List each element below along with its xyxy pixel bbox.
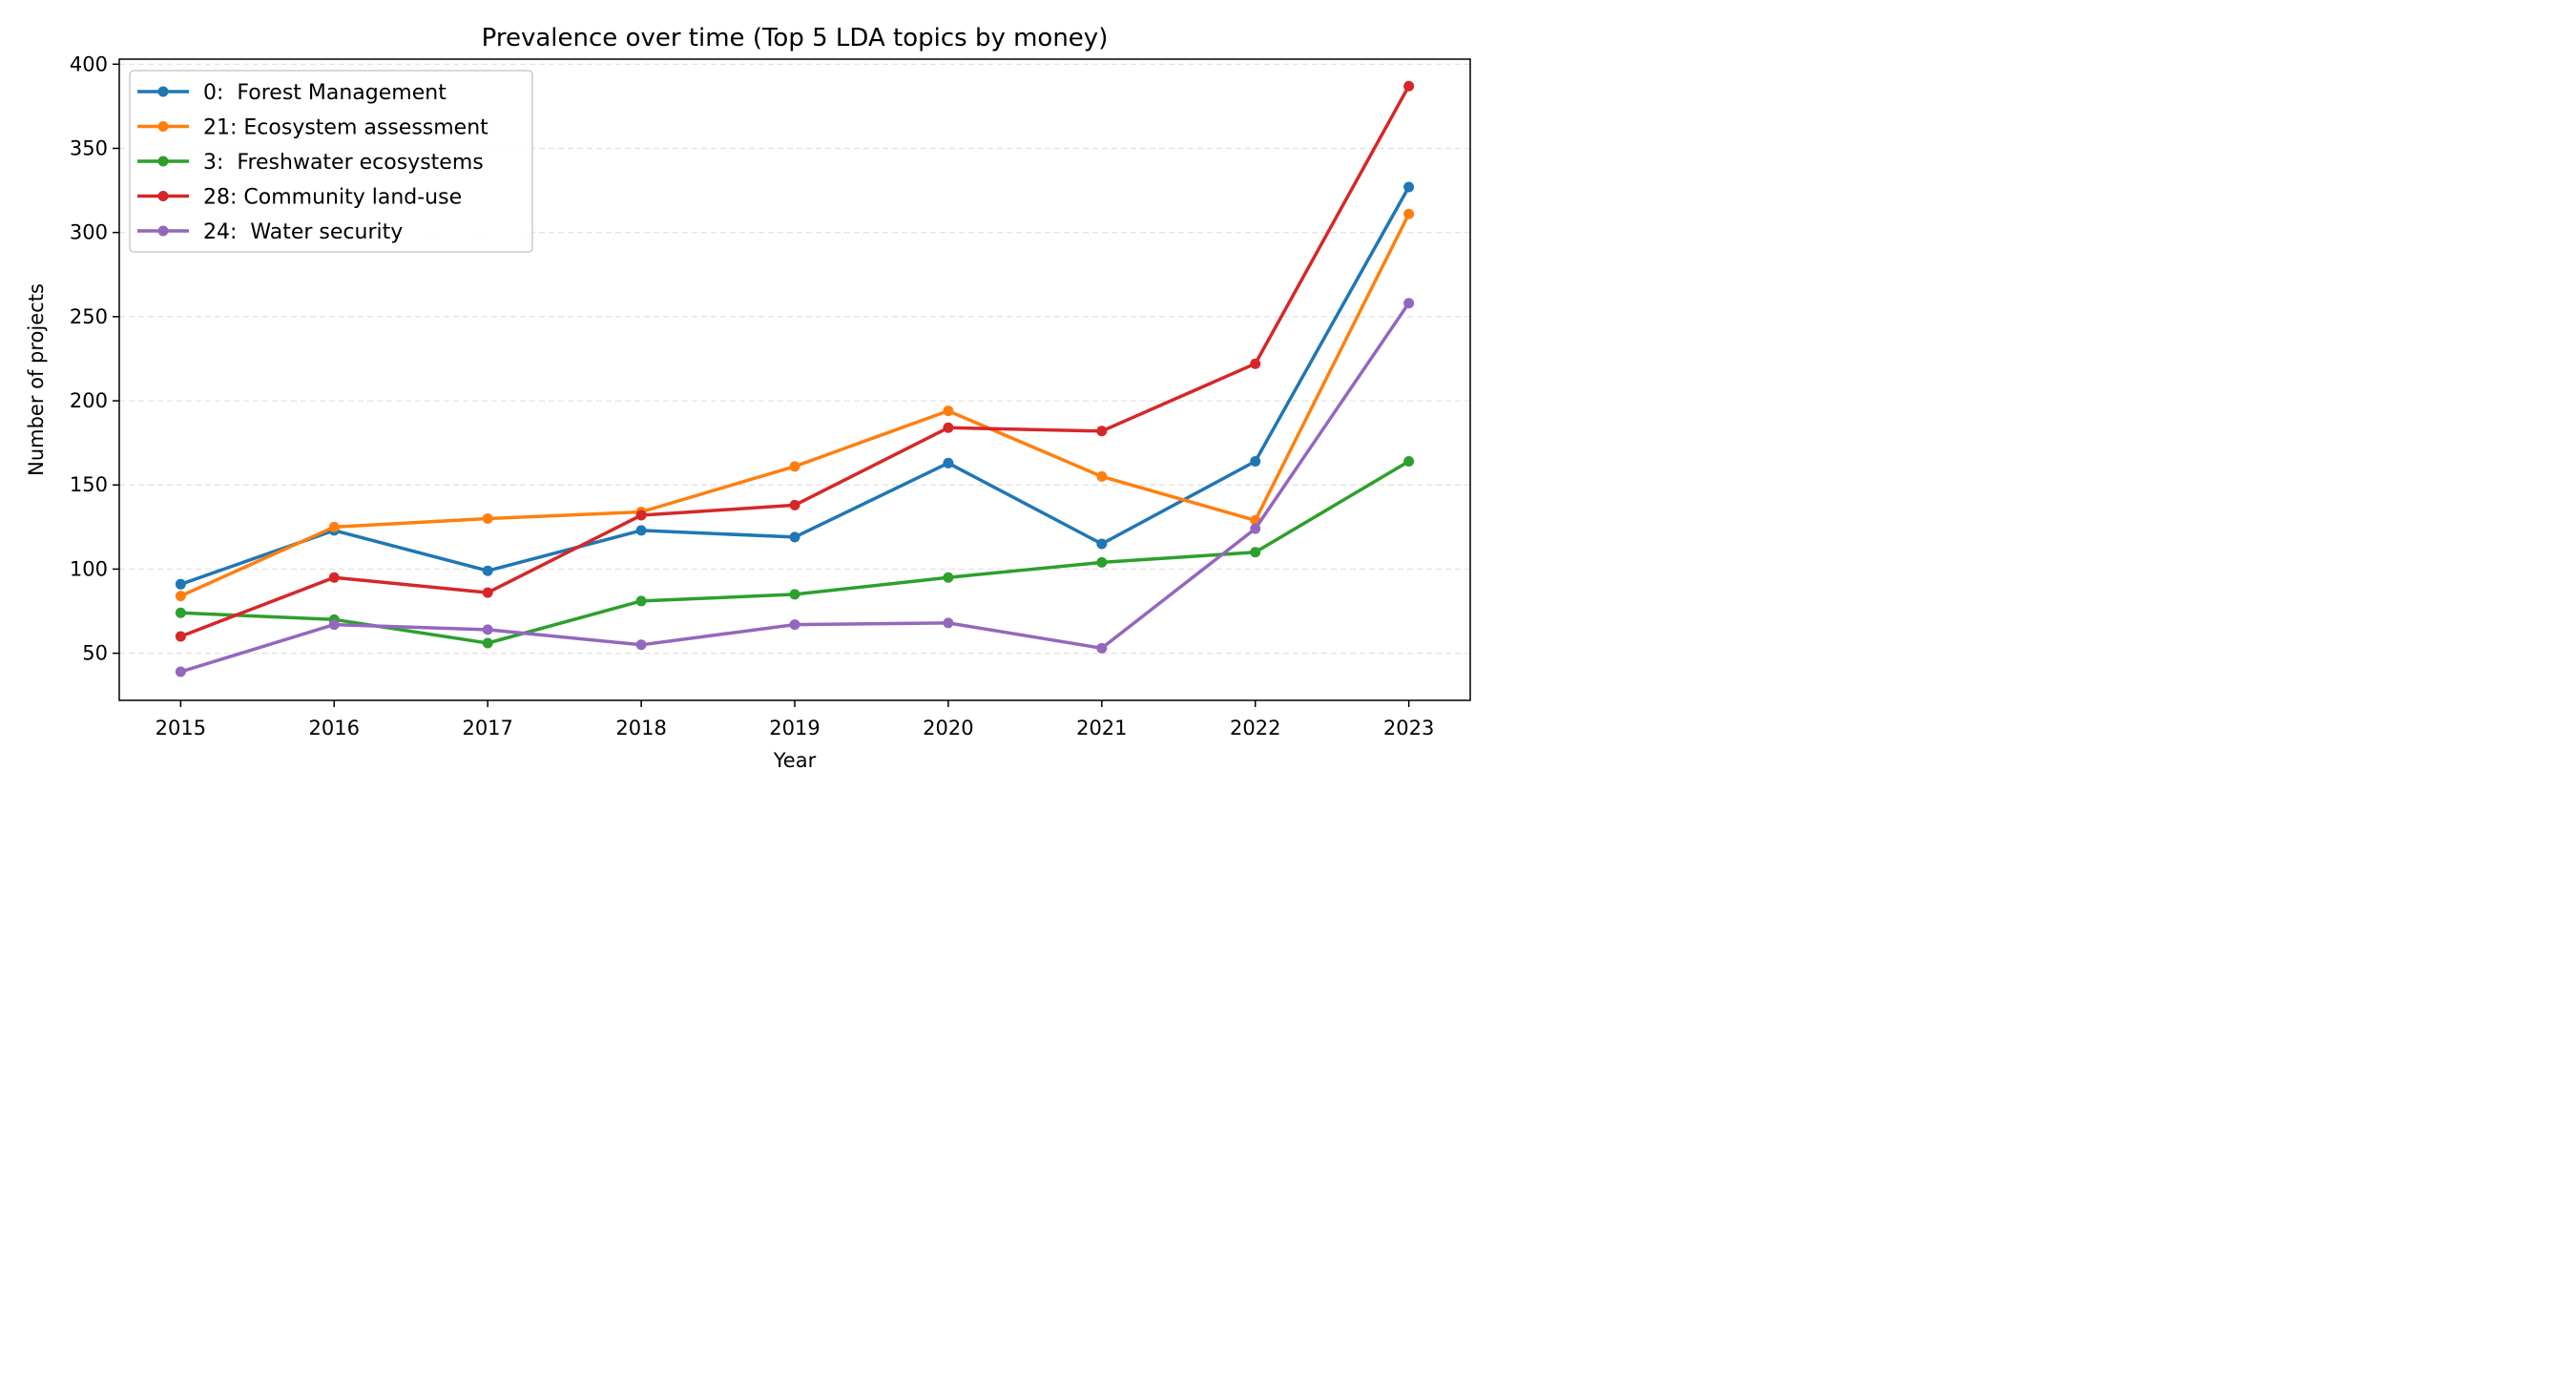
data-point (635, 595, 647, 607)
y-axis-label: Number of projects (25, 283, 48, 476)
data-point (1096, 556, 1108, 568)
data-point (175, 607, 186, 618)
data-point (1250, 523, 1261, 534)
data-point (1403, 298, 1415, 309)
data-point (1096, 538, 1108, 550)
data-point (1096, 470, 1108, 482)
data-point (482, 513, 493, 525)
x-tick-label: 2020 (923, 717, 973, 739)
legend-item: 21: Ecosystem assessment (137, 116, 488, 140)
x-tick-label: 2017 (462, 717, 512, 739)
legend-item: 0: Forest Management (137, 81, 447, 105)
y-tick-label: 300 (70, 221, 108, 244)
y-tick-label: 400 (70, 52, 108, 75)
legend-box (129, 70, 533, 253)
data-point (1403, 208, 1415, 219)
x-tick-label: 2018 (615, 717, 666, 739)
legend-label: 24: Water security (203, 220, 403, 244)
data-point (1250, 456, 1261, 468)
y-tick-label: 200 (70, 389, 108, 412)
data-point (1250, 547, 1261, 558)
legend-label: 28: Community land-use (203, 186, 462, 210)
series-4 (175, 298, 1415, 677)
data-point (789, 531, 800, 543)
legend-item: 28: Community land-use (137, 186, 462, 210)
data-point (175, 578, 186, 590)
data-point (943, 422, 954, 433)
x-tick-label: 2021 (1076, 717, 1127, 739)
y-tick-label: 250 (70, 305, 108, 328)
data-point (1403, 181, 1415, 193)
legend-label: 3: Freshwater ecosystems (203, 151, 484, 175)
data-point (789, 589, 800, 600)
data-point (943, 406, 954, 417)
legend-swatch-marker (157, 121, 169, 132)
legend-item: 24: Water security (137, 220, 403, 244)
series-lines (175, 80, 1415, 677)
legend-swatch-marker (157, 156, 169, 167)
line-chart: Prevalence over time (Top 5 LDA topics b… (0, 0, 1496, 798)
y-tick-label: 350 (70, 136, 108, 159)
x-axis-label: Year (773, 749, 817, 772)
legend-swatch-marker (157, 191, 169, 201)
data-point (789, 619, 800, 631)
data-point (482, 624, 493, 635)
legend-label: 21: Ecosystem assessment (203, 116, 488, 140)
legend-swatch-marker (157, 225, 169, 237)
data-point (789, 499, 800, 510)
data-point (482, 565, 493, 576)
y-tick-label: 50 (82, 642, 108, 665)
x-axis-ticks: 2015 2016 2017 2018 2019 2020 2021 2022 2023 (156, 700, 1434, 739)
data-point (943, 572, 954, 583)
legend-label: 0: Forest Management (203, 81, 447, 105)
x-tick-label: 2022 (1230, 717, 1280, 739)
y-axis-ticks: 50 100 150 200 250 300 350 400 (70, 52, 119, 665)
data-point (175, 666, 186, 677)
data-point (1403, 80, 1415, 92)
chart-title: Prevalence over time (Top 5 LDA topics b… (482, 24, 1109, 52)
data-point (328, 521, 340, 532)
data-point (1403, 456, 1415, 468)
x-tick-label: 2023 (1383, 717, 1434, 739)
data-point (943, 617, 954, 629)
legend-swatch-marker (157, 86, 169, 97)
data-point (1096, 426, 1108, 437)
data-point (175, 631, 186, 642)
series-3 (175, 80, 1415, 642)
data-point (943, 457, 954, 468)
data-point (789, 461, 800, 472)
y-tick-label: 100 (70, 557, 108, 580)
y-tick-label: 150 (70, 473, 108, 496)
data-point (482, 587, 493, 598)
data-point (328, 572, 340, 583)
x-tick-label: 2015 (156, 717, 206, 739)
legend: 0: Forest Management 21: Ecosystem assess… (129, 70, 533, 253)
x-tick-label: 2016 (309, 717, 360, 739)
data-point (1096, 642, 1108, 654)
x-tick-label: 2019 (769, 717, 820, 739)
data-point (635, 525, 647, 536)
data-point (482, 637, 493, 649)
data-point (175, 591, 186, 602)
data-point (328, 619, 340, 631)
data-point (635, 510, 647, 521)
data-point (635, 639, 647, 651)
data-point (1250, 358, 1261, 369)
legend-item: 3: Freshwater ecosystems (137, 151, 484, 175)
